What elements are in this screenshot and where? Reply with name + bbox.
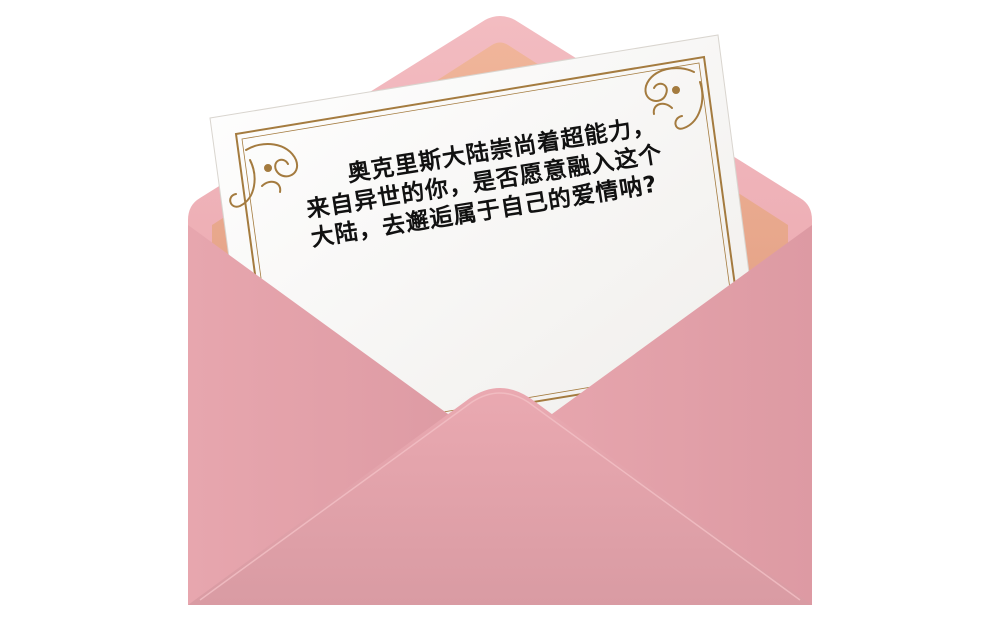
corner-ornament-icon bbox=[229, 143, 299, 208]
envelope-left-flap bbox=[188, 225, 475, 605]
corner-ornament-icon bbox=[644, 67, 704, 130]
envelope-front-flap bbox=[188, 388, 812, 605]
envelope-front-highlight bbox=[199, 392, 801, 601]
envelope-right-flap bbox=[525, 225, 812, 605]
